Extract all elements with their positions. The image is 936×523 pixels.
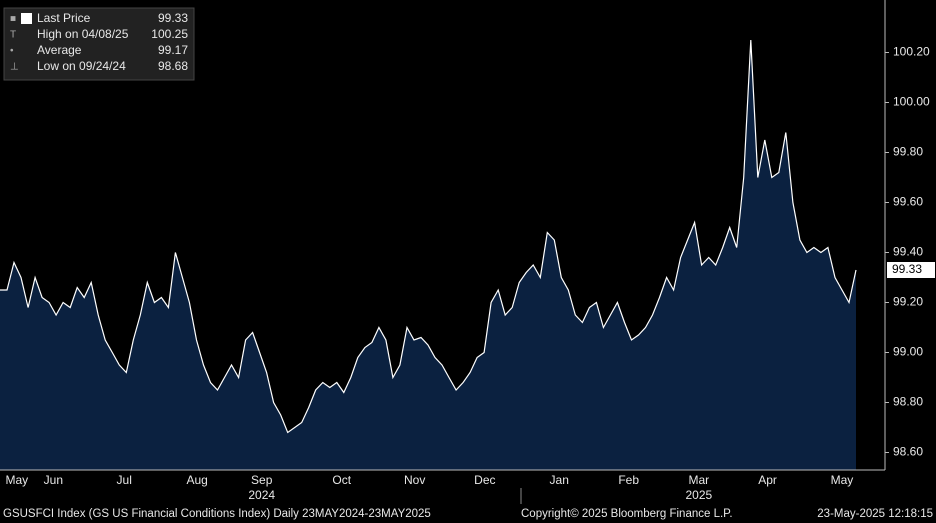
legend-value: 100.25: [151, 27, 188, 41]
y-tick-label: 99.40: [893, 245, 923, 259]
y-tick-label: 98.60: [893, 445, 923, 459]
legend-label: Average: [37, 43, 82, 57]
legend-label: Last Price: [37, 11, 91, 25]
x-tick-label: Nov: [404, 473, 425, 487]
legend-label: Low on 09/24/24: [37, 59, 126, 73]
legend-box: [3, 7, 195, 81]
footer-timestamp: 23-May-2025 12:18:15: [817, 508, 933, 520]
legend-icon: ■: [10, 14, 16, 25]
legend-label: High on 04/08/25: [37, 27, 129, 41]
footer-source: GSUSFCI Index (GS US Financial Condition…: [3, 508, 431, 520]
x-tick-label: Oct: [332, 473, 351, 487]
x-tick-label: May: [6, 473, 29, 487]
y-tick-label: 99.20: [893, 295, 923, 309]
legend-swatch: [21, 13, 32, 24]
last-price-label: 99.33: [892, 262, 922, 276]
area-fill: [0, 40, 856, 470]
legend-value: 99.17: [158, 43, 188, 57]
y-tick-label: 99.80: [893, 145, 923, 159]
year-label: 2025: [685, 488, 712, 502]
last-price-tag: [887, 262, 935, 278]
x-tick-label: Sep: [251, 473, 273, 487]
y-tick-label: 100.20: [893, 45, 930, 59]
legend-icon: ⊥: [10, 62, 19, 73]
x-tick-label: Aug: [186, 473, 207, 487]
year-label: 2024: [248, 488, 275, 502]
price-line: [0, 39, 857, 434]
x-tick-label: Apr: [758, 473, 777, 487]
x-tick-label: Dec: [474, 473, 495, 487]
legend-icon: T: [10, 30, 16, 41]
legend-value: 98.68: [158, 59, 188, 73]
y-tick-label: 99.00: [893, 345, 923, 359]
x-tick-label: May: [831, 473, 854, 487]
y-tick-label: 98.80: [893, 395, 923, 409]
legend-icon: •: [10, 46, 14, 57]
legend-value: 99.33: [158, 11, 188, 25]
y-tick-label: 99.60: [893, 195, 923, 209]
x-tick-label: Jun: [44, 473, 63, 487]
x-tick-label: Jul: [117, 473, 132, 487]
x-tick-label: Feb: [618, 473, 639, 487]
x-tick-label: Jan: [550, 473, 569, 487]
footer-copyright: Copyright© 2025 Bloomberg Finance L.P.: [521, 508, 733, 520]
x-tick-label: Mar: [688, 473, 709, 487]
y-tick-label: 100.00: [893, 95, 930, 109]
